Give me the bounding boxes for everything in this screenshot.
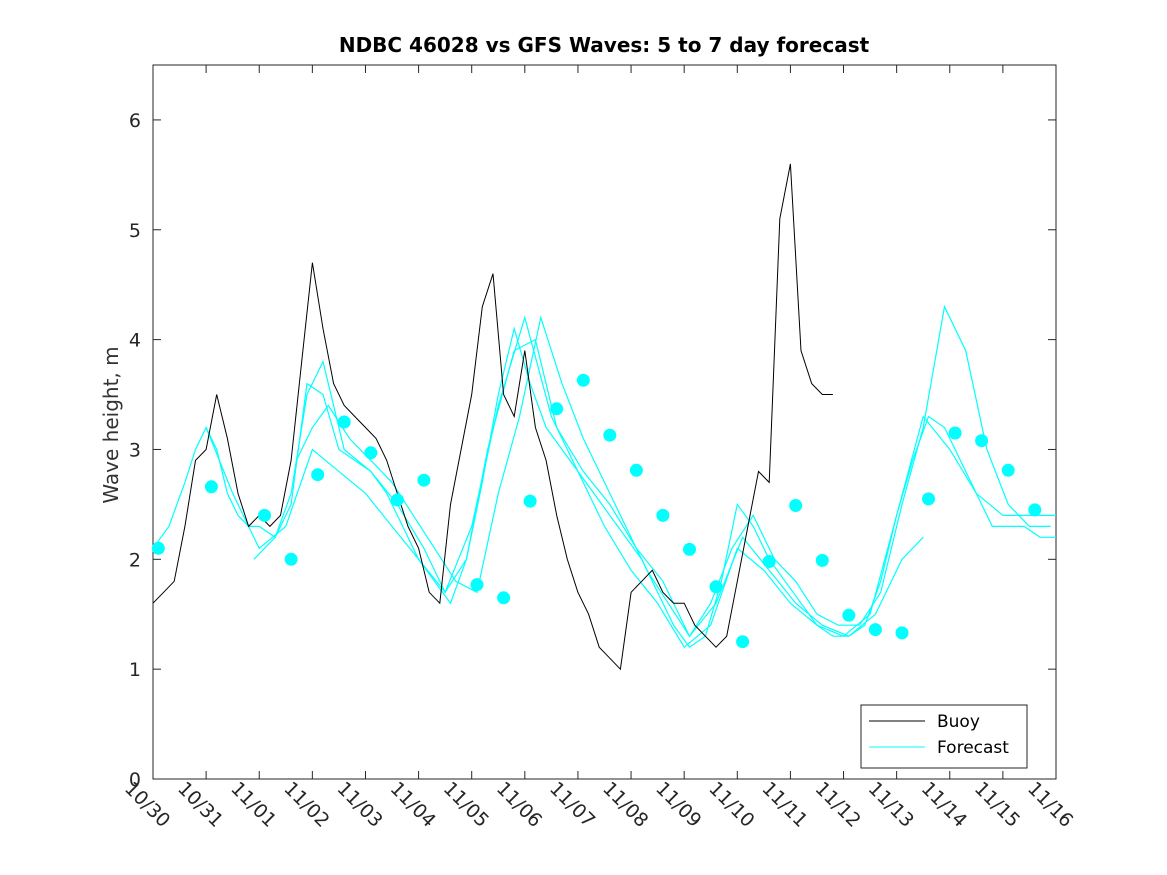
series-group [151,163,1056,671]
y-tick-label: 4 [129,330,141,352]
forecast-line-4 [295,304,1051,638]
forecast-marker [523,494,537,508]
y-tick-label: 6 [129,110,141,132]
forecast-marker [497,591,511,605]
y-tick-label: 0 [129,769,141,791]
legend-forecast-label: Forecast [937,738,1009,758]
forecast-marker [258,508,271,522]
forecast-marker [868,623,882,637]
buoy-line [152,163,833,671]
forecast-marker [683,542,696,556]
forecast-marker [151,541,165,555]
forecast-marker [470,578,484,592]
forecast-marker [550,402,564,416]
forecast-marker [709,580,723,594]
forecast-marker [1001,463,1015,477]
forecast-marker [311,468,325,482]
legend-box [860,704,1028,769]
forecast-line-2 [205,315,1056,649]
chart-title: NDBC 46028 vs GFS Waves: 5 to 7 day fore… [339,33,870,57]
forecast-marker [390,493,404,507]
legend-buoy-label: Buoy [937,712,980,732]
forecast-marker [789,499,803,512]
forecast-marker [815,553,829,567]
forecast-marker [975,434,989,448]
forecast-marker [204,480,218,494]
forecast-marker [417,473,431,487]
y-tick-label: 1 [129,659,141,681]
forecast-marker [284,552,298,566]
forecast-marker [337,415,351,429]
y-tick-label: 2 [129,549,141,571]
forecast-marker [629,463,643,477]
forecast-marker [1028,503,1042,517]
y-tick-label: 3 [129,439,141,461]
forecast-marker [736,635,750,649]
forecast-marker [656,508,670,522]
forecast-marker [922,492,935,506]
forecast-marker [576,373,590,387]
forecast-marker [948,426,962,440]
forecast-marker [762,555,776,568]
y-axis-label: Wave height, m [99,346,123,503]
legend: Buoy Forecast [860,704,1028,769]
forecast-marker [895,626,909,640]
forecast-marker [603,428,617,442]
forecast-marker [364,446,378,460]
forecast-marker [842,608,856,622]
y-tick-label: 5 [129,220,141,242]
plot-area-frame [152,64,1057,780]
axes-frame-group [152,64,1057,780]
